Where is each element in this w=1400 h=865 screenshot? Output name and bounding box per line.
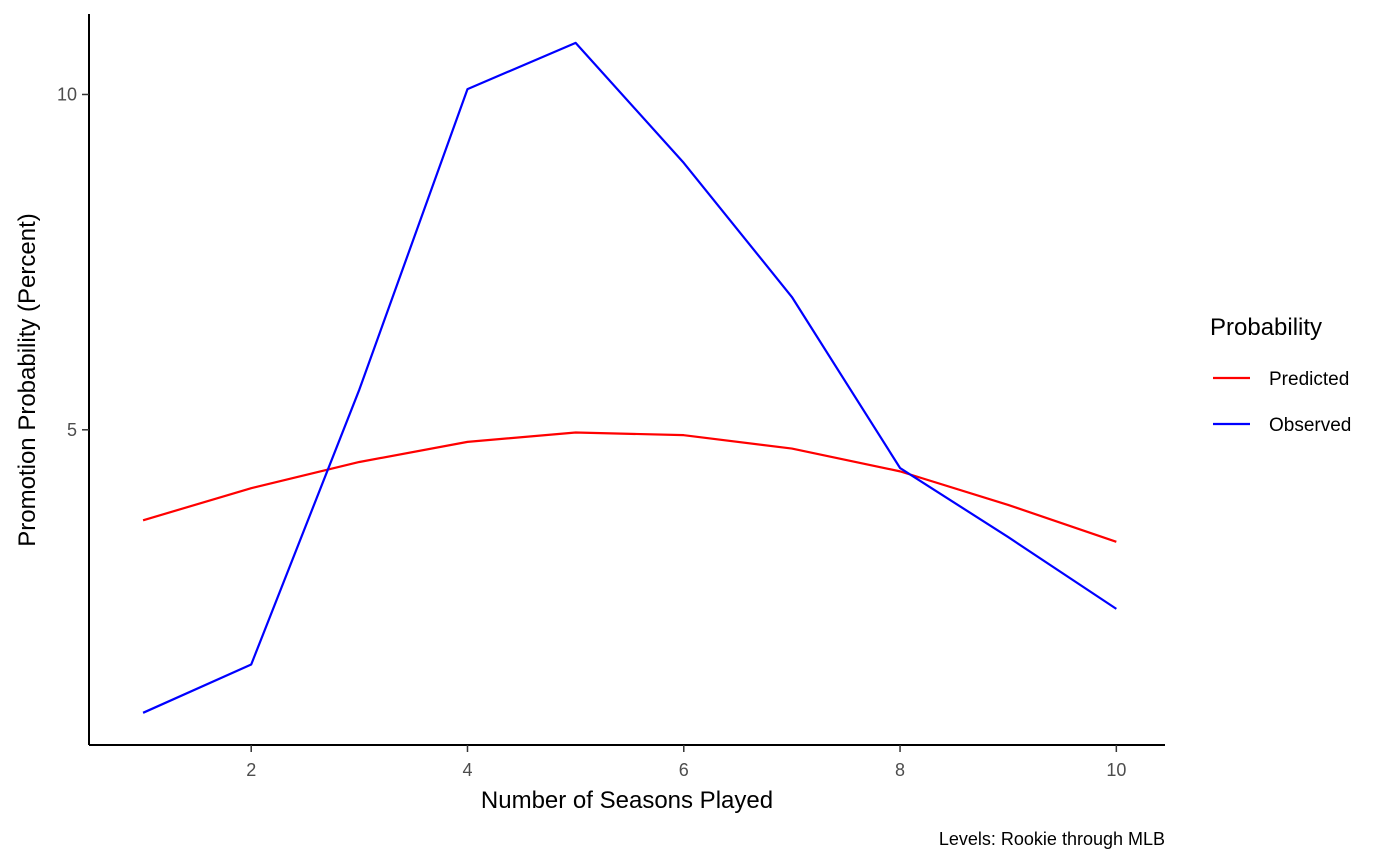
legend-items: Predicted Observed	[1213, 369, 1351, 436]
x-tick-label: 2	[246, 760, 256, 780]
y-tick-label: 10	[57, 84, 77, 104]
plot-area: 2 4 6 8 10 5 10	[57, 14, 1165, 780]
x-axis-title: Number of Seasons Played	[481, 787, 773, 814]
legend-label-observed: Observed	[1269, 415, 1351, 436]
y-axis-ticks: 5 10	[57, 84, 89, 440]
series-layer	[142, 41, 1117, 714]
x-tick-label: 8	[895, 760, 905, 780]
series-line-observed	[142, 41, 1117, 714]
series-line-predicted	[142, 431, 1117, 543]
x-tick-label: 10	[1106, 760, 1126, 780]
chart-caption: Levels: Rookie through MLB	[939, 829, 1165, 849]
legend-title: Probability	[1210, 314, 1322, 341]
x-tick-label: 4	[462, 760, 472, 780]
legend-label-predicted: Predicted	[1269, 369, 1349, 390]
y-tick-label: 5	[67, 420, 77, 440]
x-tick-label: 6	[679, 760, 689, 780]
y-axis-title: Promotion Probability (Percent)	[14, 213, 41, 546]
legend: Probability Predicted Observed	[1210, 314, 1351, 436]
x-axis-ticks: 2 4 6 8 10	[246, 745, 1126, 780]
